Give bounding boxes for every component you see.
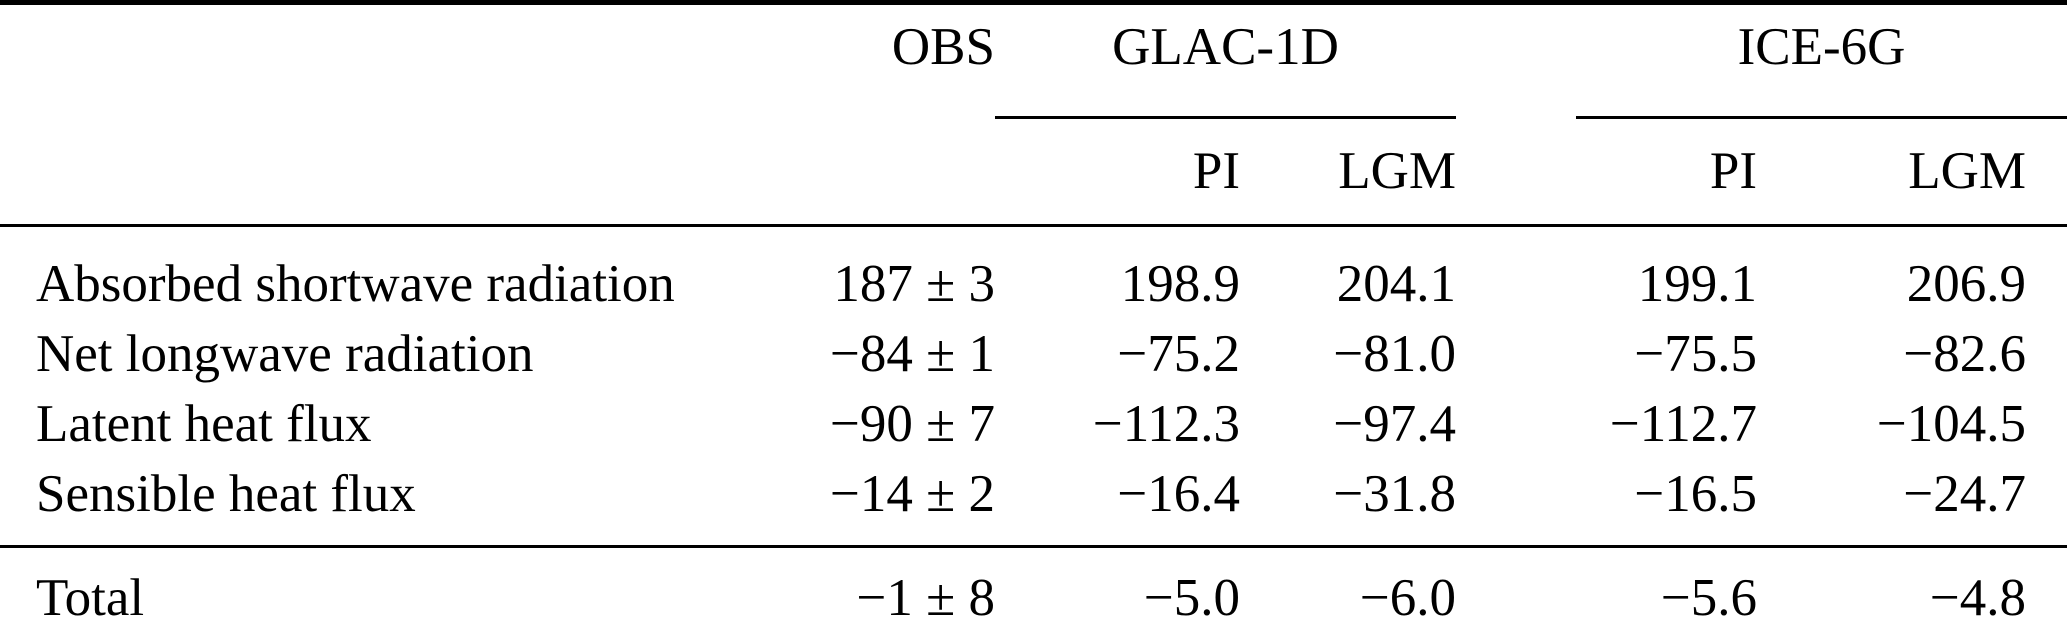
- cell-obs: 187 ± 3: [833, 254, 995, 313]
- cell-glac-pi: 198.9: [1120, 254, 1240, 313]
- table-header: OBS GLAC-1D ICE-6G PI LGM PI LGM: [0, 2, 2067, 226]
- cell-ice-lgm: −82.6: [1903, 324, 2027, 383]
- empty-cell: [2026, 118, 2067, 226]
- cell-ice-lgm: −4.8: [1929, 568, 2027, 627]
- cell-glac-pi: −75.2: [1117, 324, 1240, 383]
- pad-cell: [2026, 226, 2067, 320]
- corner-cell: [0, 3, 760, 118]
- row-label: Latent heat flux: [36, 394, 372, 453]
- cell-glac-pi: −5.0: [1143, 568, 1240, 627]
- table-body: Absorbed shortwave radiation 187 ± 3 198…: [0, 226, 2067, 638]
- cell-obs: −90 ± 7: [830, 394, 995, 453]
- gap-cell: [1456, 226, 1576, 320]
- group-header-ice6g: ICE-6G: [1576, 2, 2067, 119]
- cell-glac-lgm: −6.0: [1359, 568, 1457, 627]
- row-label: Absorbed shortwave radiation: [36, 254, 675, 313]
- row-label: Net longwave radiation: [36, 324, 534, 383]
- group-gap: [1456, 3, 1576, 226]
- cell-ice-lgm: 206.9: [1906, 254, 2027, 313]
- cell-ice-pi: 199.1: [1637, 254, 1758, 313]
- cell-ice-pi: −112.7: [1609, 394, 1758, 453]
- cell-glac-lgm: −81.0: [1333, 324, 1457, 383]
- cell-ice-pi: −75.5: [1634, 324, 1758, 383]
- gap-cell: [1456, 547, 1576, 638]
- cell-glac-pi: −112.3: [1092, 394, 1240, 453]
- gap-cell: [1456, 319, 1576, 389]
- cell-ice-lgm: −104.5: [1876, 394, 2027, 453]
- cell-ice-lgm: −24.7: [1903, 464, 2027, 523]
- cell-obs: −14 ± 2: [830, 464, 995, 523]
- group-header-glac1d: GLAC-1D: [995, 2, 1457, 119]
- pad-cell: [2026, 547, 2067, 638]
- cell-obs: −84 ± 1: [830, 324, 995, 383]
- row-label-total: Total: [36, 568, 145, 627]
- cell-glac-lgm: −31.8: [1333, 464, 1457, 523]
- subcol-header-glac-pi: PI: [1192, 142, 1240, 200]
- empty-cell: [0, 118, 760, 226]
- table-row: Latent heat flux −90 ± 7 −112.3 −97.4 −1…: [0, 389, 2067, 459]
- row-label: Sensible heat flux: [36, 464, 416, 523]
- cell-glac-lgm: 204.1: [1336, 254, 1457, 313]
- group-header-row: OBS GLAC-1D ICE-6G: [0, 2, 2067, 119]
- cell-glac-pi: −16.4: [1117, 464, 1240, 523]
- pad-cell: [2026, 459, 2067, 547]
- gap-cell: [1456, 459, 1576, 547]
- cell-ice-pi: −16.5: [1634, 464, 1758, 523]
- gap-cell: [1456, 389, 1576, 459]
- subcol-header-glac-lgm: LGM: [1338, 142, 1457, 200]
- table-row: Net longwave radiation −84 ± 1 −75.2 −81…: [0, 319, 2067, 389]
- col-header-obs: OBS: [891, 18, 995, 76]
- total-row: Total −1 ± 8 −5.0 −6.0 −5.6 −4.8: [0, 546, 2067, 638]
- pad-cell: [2026, 319, 2067, 389]
- subcolumn-header-row: PI LGM PI LGM: [0, 118, 2067, 226]
- cell-obs: −1 ± 8: [856, 568, 995, 627]
- cell-ice-pi: −5.6: [1660, 568, 1758, 627]
- pad-cell: [2026, 389, 2067, 459]
- table-row: Sensible heat flux −14 ± 2 −16.4 −31.8 −…: [0, 459, 2067, 547]
- cell-glac-lgm: −97.4: [1333, 394, 1457, 453]
- subcol-header-ice-lgm: LGM: [1908, 142, 2027, 200]
- table-row: Absorbed shortwave radiation 187 ± 3 198…: [0, 226, 2067, 320]
- subcol-header-ice-pi: PI: [1709, 142, 1758, 200]
